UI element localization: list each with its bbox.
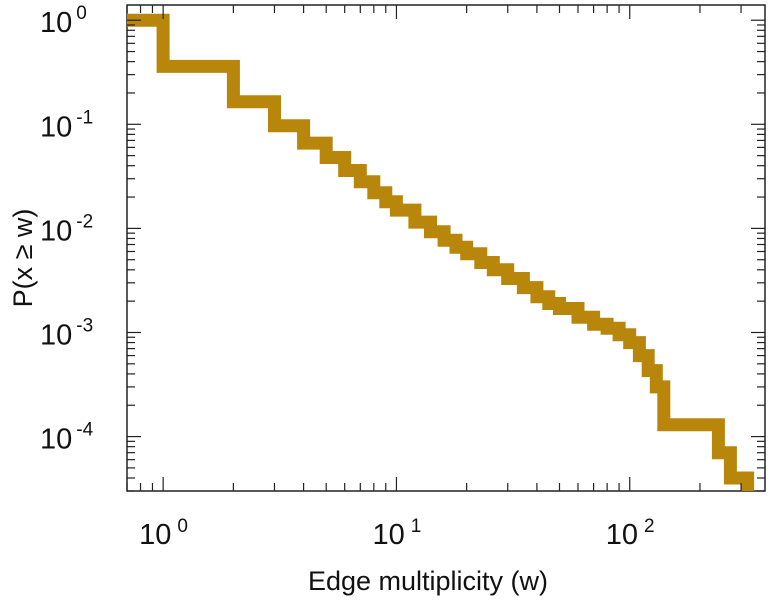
- x-tick-label: 10 0: [139, 516, 188, 551]
- x-axis-title: Edge multiplicity (w): [308, 566, 548, 596]
- y-tick-label: 10 -3: [40, 315, 93, 351]
- y-tick-label: 10 -4: [40, 420, 94, 456]
- plot-frame: [126, 4, 766, 492]
- y-tick-label: 10 0: [40, 3, 87, 39]
- x-tick-label: 10 2: [606, 516, 655, 551]
- y-axis-title: P(x ≥ w): [8, 209, 38, 308]
- y-tick-label: 10 -1: [40, 107, 93, 143]
- x-axis-ticks: 10 0 10 1 10 2: [126, 5, 742, 551]
- y-tick-label: 10 -2: [40, 211, 93, 247]
- series-line-ccdf: [127, 13, 755, 491]
- x-tick-label: 10 1: [372, 516, 421, 551]
- plot-area: [126, 4, 766, 492]
